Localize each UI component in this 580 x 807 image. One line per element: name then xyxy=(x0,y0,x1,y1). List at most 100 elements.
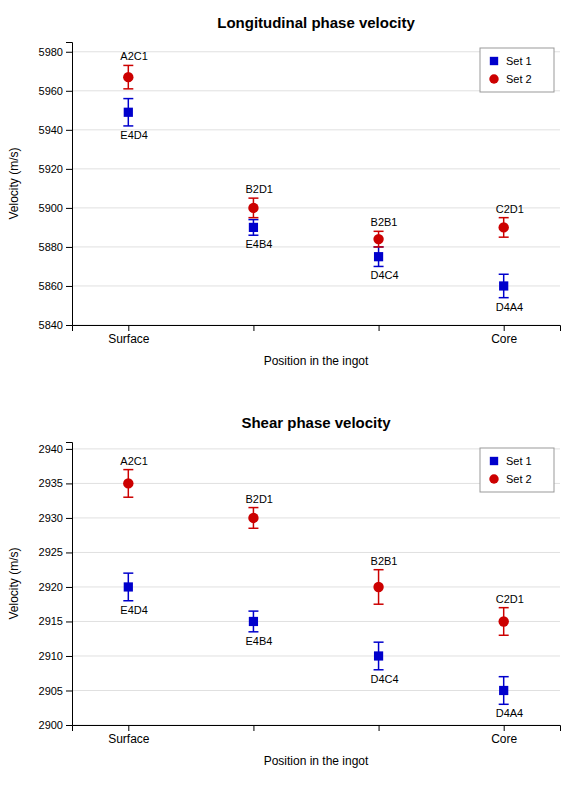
error-bar-cap xyxy=(123,65,133,67)
error-bar-cap xyxy=(499,297,509,299)
y-axis: 58405860588059005920594059605980 xyxy=(39,43,73,332)
error-bar-cap xyxy=(123,88,133,90)
point xyxy=(248,513,258,523)
error-bar xyxy=(123,573,133,601)
grid-line xyxy=(72,655,560,656)
chart: SurfaceCore58405860588059005920594059605… xyxy=(0,0,580,807)
tick: 2910 xyxy=(39,650,72,662)
tick-mark xyxy=(66,130,72,131)
error-bar-cap xyxy=(499,217,509,219)
annotation: E4B4 xyxy=(245,238,272,250)
tick-label: 2910 xyxy=(39,650,63,662)
tick-label: 2925 xyxy=(39,546,63,558)
error-bar-cap xyxy=(248,610,258,612)
axis-line xyxy=(66,443,73,726)
point xyxy=(374,651,383,660)
tick-mark xyxy=(66,208,72,209)
legend-label: Set 2 xyxy=(506,73,532,85)
error-bar-cap xyxy=(123,469,133,471)
error-bar xyxy=(499,274,509,297)
annotation: E4B4 xyxy=(245,635,272,647)
tick-label: 5900 xyxy=(39,202,63,214)
marks xyxy=(123,470,509,705)
tick: 5980 xyxy=(39,46,72,58)
legend-label: Set 2 xyxy=(506,473,532,485)
error-bar xyxy=(123,470,133,498)
tick-mark xyxy=(253,325,254,331)
point xyxy=(124,582,133,591)
tick-label: 2920 xyxy=(39,581,63,593)
tick xyxy=(379,325,380,331)
tick: Core xyxy=(491,325,517,346)
tick-label: 5980 xyxy=(39,46,63,58)
tick-mark xyxy=(66,483,72,484)
point xyxy=(124,108,133,117)
error-bar xyxy=(248,220,258,236)
annotation: B2D1 xyxy=(245,493,273,505)
tick-mark xyxy=(66,552,72,553)
y-axis-title: Velocity (m/s) xyxy=(7,547,21,619)
tick: Core xyxy=(491,725,517,746)
tick: 2930 xyxy=(39,512,72,524)
title: Shear phase velocity xyxy=(241,414,391,431)
x-axis: SurfaceCore xyxy=(73,725,561,746)
tick-mark xyxy=(504,725,505,731)
tick: 5840 xyxy=(39,319,72,331)
grid-line xyxy=(72,586,560,587)
marks xyxy=(123,65,509,297)
error-bar-cap xyxy=(499,704,509,706)
point xyxy=(498,222,508,232)
point xyxy=(249,617,258,626)
tick-label: Core xyxy=(491,732,517,746)
tick-mark xyxy=(128,325,129,331)
annotation: B2D1 xyxy=(245,183,273,195)
error-bar-cap xyxy=(248,507,258,509)
point xyxy=(373,582,383,592)
tick xyxy=(379,725,380,731)
error-bar-cap xyxy=(374,669,384,671)
annotations: E4D4E4B4D4C4D4A4A2C1B2D1B2B1C2D1 xyxy=(120,455,524,720)
y-axis: 290029052910291529202925293029352940 xyxy=(39,443,73,732)
legend-item: Set 2 xyxy=(489,73,531,85)
x-axis: SurfaceCore xyxy=(73,325,561,346)
tick: 5900 xyxy=(39,202,72,214)
error-bar xyxy=(499,218,509,238)
grid xyxy=(72,449,560,725)
grid xyxy=(72,52,560,325)
x-axis-title: Position in the ingot xyxy=(264,754,369,768)
error-bar-cap xyxy=(248,197,258,199)
annotation: B2B1 xyxy=(371,216,398,228)
tick-label: 5840 xyxy=(39,319,63,331)
error-bar-cap xyxy=(374,246,384,248)
tick: 5960 xyxy=(39,85,72,97)
annotation: D4A4 xyxy=(496,301,524,313)
point xyxy=(123,478,133,488)
tick-mark xyxy=(66,621,72,622)
error-bar xyxy=(374,570,384,605)
tick-mark xyxy=(128,725,129,731)
legend-item: Set 1 xyxy=(490,455,532,467)
tick: 5940 xyxy=(39,124,72,136)
tick: 5920 xyxy=(39,163,72,175)
tick-mark xyxy=(66,52,72,53)
tick xyxy=(253,325,254,331)
y-axis-title: Velocity (m/s) xyxy=(7,147,21,219)
point xyxy=(373,234,383,244)
grid-line xyxy=(72,517,560,518)
error-bar xyxy=(123,65,133,88)
annotation: D4C4 xyxy=(371,673,399,685)
axis-line xyxy=(73,326,561,332)
panel: SurfaceCore29002905291029152920292529302… xyxy=(7,414,561,768)
tick-label: 2905 xyxy=(39,685,63,697)
tick-mark xyxy=(379,725,380,731)
error-bar-cap xyxy=(374,641,384,643)
point xyxy=(248,203,258,213)
error-bar xyxy=(499,677,509,705)
panel: SurfaceCore58405860588059005920594059605… xyxy=(7,14,561,368)
error-bar-cap xyxy=(123,98,133,100)
tick: 2925 xyxy=(39,546,72,558)
legend: Set 1Set 2 xyxy=(480,48,554,92)
error-bar-cap xyxy=(499,274,509,276)
error-bar-cap xyxy=(248,234,258,236)
error-bar xyxy=(374,231,384,247)
